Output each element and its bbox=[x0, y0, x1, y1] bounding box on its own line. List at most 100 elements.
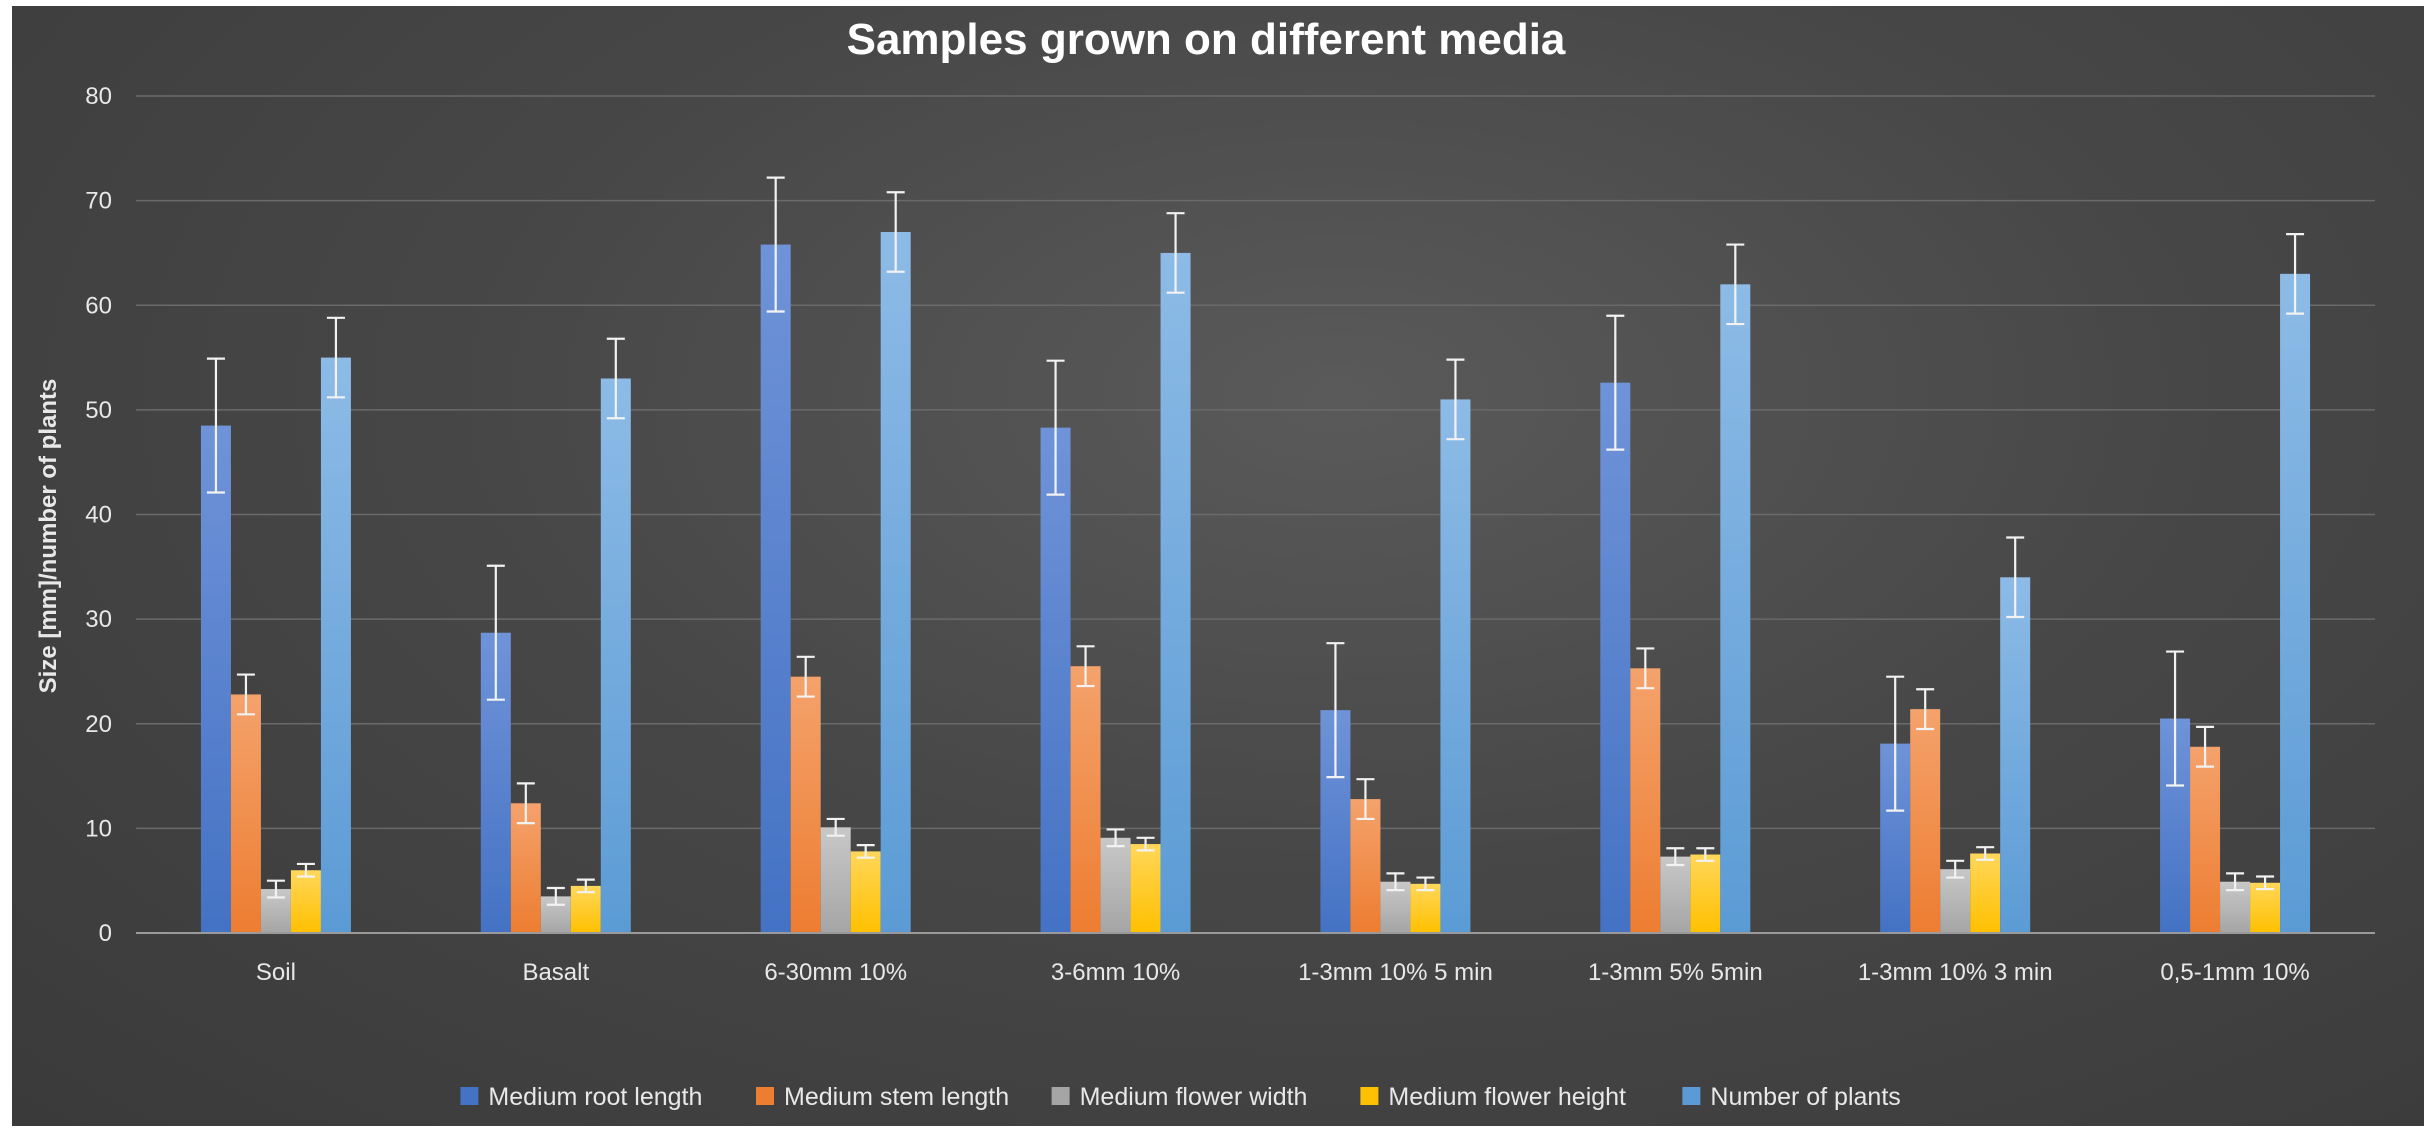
bar-2-3 bbox=[790, 676, 821, 933]
error-bar bbox=[236, 673, 255, 716]
error-bar bbox=[606, 337, 625, 420]
legend-swatch bbox=[1682, 1087, 1701, 1105]
bar-4-7 bbox=[1970, 853, 2001, 933]
error-bar bbox=[1696, 847, 1715, 862]
error-bar bbox=[1166, 212, 1185, 294]
error-bar bbox=[1416, 876, 1435, 892]
x-category-label: 6-30mm 10% bbox=[764, 959, 907, 986]
chart-title: Samples grown on different media bbox=[847, 15, 1566, 64]
legend-swatch bbox=[1360, 1087, 1379, 1105]
bar-4-1 bbox=[290, 870, 321, 933]
legend-label: Medium flower height bbox=[1388, 1083, 1626, 1111]
error-bar bbox=[1886, 675, 1905, 812]
error-bar bbox=[1386, 872, 1405, 892]
bar-4-4 bbox=[1130, 844, 1161, 933]
y-tick-label: 60 bbox=[85, 292, 112, 319]
error-bar bbox=[2286, 233, 2305, 315]
y-tick-label: 0 bbox=[99, 920, 112, 947]
bar-4-2 bbox=[570, 885, 601, 933]
gridlines bbox=[136, 95, 2375, 830]
error-bar bbox=[1076, 645, 1095, 688]
error-bar bbox=[1356, 778, 1375, 821]
legend-label: Medium stem length bbox=[784, 1083, 1009, 1111]
error-bar bbox=[576, 878, 595, 894]
bar-2-8 bbox=[2190, 746, 2221, 933]
y-tick-label: 20 bbox=[85, 711, 112, 738]
x-category-label: 1-3mm 10% 3 min bbox=[1858, 959, 2053, 986]
error-bar bbox=[2256, 875, 2275, 891]
bar-5-7 bbox=[2000, 577, 2031, 933]
bar-5-6 bbox=[1720, 284, 1751, 933]
legend-item: Medium flower height bbox=[1360, 1083, 1626, 1111]
bar-4-8 bbox=[2250, 882, 2281, 933]
bar-2-6 bbox=[1630, 668, 1661, 933]
error-bar bbox=[516, 782, 535, 825]
bar-4-5 bbox=[1410, 883, 1441, 933]
bar-5-5 bbox=[1440, 399, 1471, 934]
error-bar bbox=[856, 844, 875, 859]
y-axis-ticks: 0 10 20 30 40 50 60 70 80 bbox=[85, 83, 112, 947]
error-bar bbox=[886, 191, 905, 273]
y-tick-label: 10 bbox=[85, 815, 112, 842]
bar-1-6 bbox=[1600, 382, 1631, 933]
bar-2-7 bbox=[1910, 709, 1941, 933]
error-bar bbox=[1916, 688, 1935, 731]
bar-5-1 bbox=[320, 357, 351, 933]
chart-frame: Samples grown on different media 0 10 20 30… bbox=[12, 6, 2424, 1126]
error-bar bbox=[2226, 872, 2245, 892]
error-bar bbox=[2006, 536, 2025, 619]
bar-4-6 bbox=[1690, 854, 1721, 933]
legend: Medium root length Medium stem length Medi… bbox=[460, 1083, 1901, 1111]
error-bar bbox=[2166, 650, 2185, 787]
error-bar bbox=[1726, 243, 1745, 326]
error-bar bbox=[1666, 847, 1685, 867]
error-bar bbox=[326, 316, 345, 399]
error-bar bbox=[266, 879, 285, 899]
x-category-label: Soil bbox=[256, 959, 296, 986]
legend-swatch bbox=[756, 1087, 774, 1105]
y-tick-label: 30 bbox=[85, 606, 112, 633]
error-bar bbox=[546, 886, 565, 906]
error-bar bbox=[1946, 859, 1965, 879]
error-bar bbox=[486, 564, 505, 701]
bar-5-2 bbox=[600, 378, 631, 933]
bar-5-4 bbox=[1160, 252, 1191, 933]
y-tick-label: 70 bbox=[85, 188, 112, 215]
bar-3-7 bbox=[1940, 869, 1971, 933]
bars bbox=[200, 232, 2311, 934]
error-bar bbox=[796, 655, 815, 698]
error-bar bbox=[1446, 358, 1465, 441]
error-bar bbox=[826, 817, 845, 837]
legend-swatch bbox=[460, 1087, 479, 1105]
error-bar bbox=[1636, 647, 1655, 690]
error-bar bbox=[1136, 836, 1155, 852]
bar-3-6 bbox=[1660, 856, 1691, 933]
legend-item: Number of plants bbox=[1682, 1083, 1901, 1111]
legend-item: Medium root length bbox=[460, 1083, 702, 1111]
bar-3-4 bbox=[1100, 837, 1131, 933]
y-axis-title: Size [mm]/number of plants bbox=[35, 379, 62, 694]
bar-5-3 bbox=[880, 232, 911, 933]
y-tick-label: 50 bbox=[85, 397, 112, 424]
error-bar bbox=[766, 176, 785, 313]
bar-4-3 bbox=[850, 851, 881, 933]
error-bar bbox=[296, 862, 315, 878]
error-bar bbox=[1046, 359, 1065, 496]
y-tick-label: 80 bbox=[85, 83, 112, 110]
bar-chart: Samples grown on different media 0 10 20 30… bbox=[35, 15, 2375, 1111]
x-axis-categories: Soil Basalt 6-30mm 10% 3-6mm 10% 1-3mm 10% 5… bbox=[256, 959, 2310, 986]
x-category-label: 1-3mm 10% 5 min bbox=[1298, 959, 1493, 986]
bar-2-1 bbox=[230, 694, 261, 933]
bar-5-8 bbox=[2280, 273, 2311, 933]
error-bar bbox=[1106, 828, 1125, 848]
bar-2-5 bbox=[1350, 799, 1381, 933]
bar-1-3 bbox=[760, 244, 791, 933]
error-bar bbox=[2196, 725, 2215, 768]
bar-2-2 bbox=[510, 803, 541, 933]
bar-1-1 bbox=[200, 425, 231, 933]
legend-item: Medium stem length bbox=[756, 1083, 1009, 1111]
bar-3-3 bbox=[820, 827, 851, 933]
bar-1-4 bbox=[1040, 427, 1071, 933]
legend-label: Number of plants bbox=[1710, 1083, 1900, 1111]
legend-label: Medium flower width bbox=[1080, 1083, 1308, 1111]
